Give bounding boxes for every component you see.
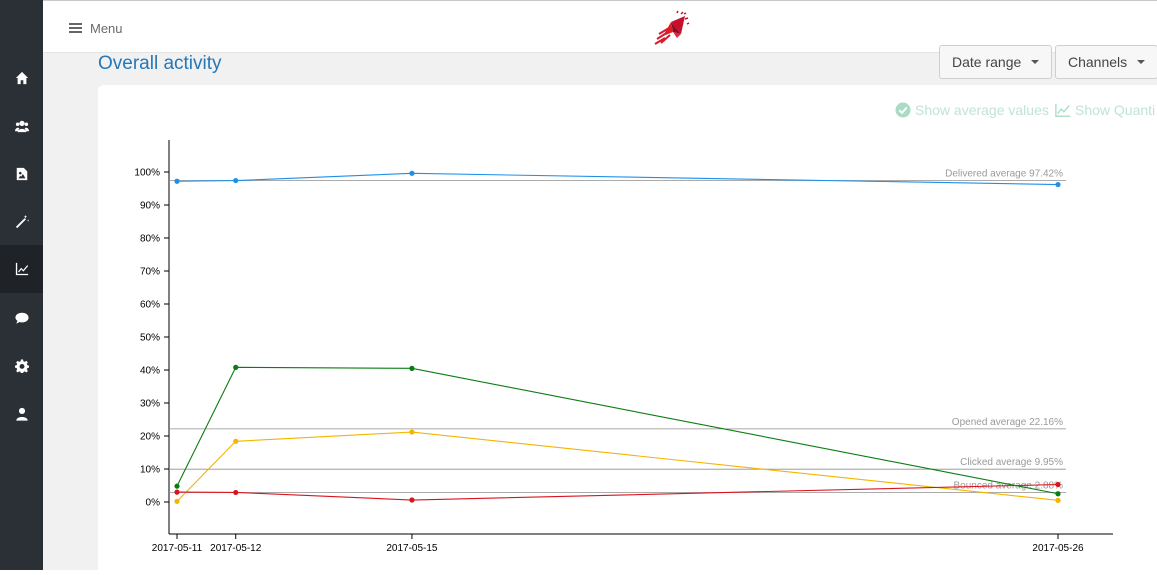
home-icon (15, 71, 28, 85)
sidebar (0, 0, 43, 570)
sidebar-item-home[interactable] (0, 54, 43, 102)
sidebar-item-reports[interactable] (0, 245, 43, 293)
menu-label: Menu (90, 20, 123, 36)
sidebar-item-media[interactable] (0, 150, 43, 198)
data-point-clicked (1055, 491, 1061, 497)
series-line-clicked (176, 366, 1059, 495)
data-point-opened (174, 498, 180, 504)
y-tick-label: 40% (140, 366, 160, 377)
data-point-opened (409, 429, 415, 435)
menu-toggle-button[interactable]: Menu (69, 19, 123, 37)
sidebar-item-settings[interactable] (0, 342, 43, 390)
line-chart-icon (1055, 103, 1071, 117)
sidebar-item-profile[interactable] (0, 390, 43, 438)
sidebar-item-messages[interactable] (0, 294, 43, 342)
data-point-opened (1055, 497, 1061, 503)
series-line-opened (176, 431, 1059, 502)
average-label-delivered: Delivered average 97.42% (945, 169, 1063, 180)
page-title: Overall activity (98, 53, 222, 74)
hamburger-icon (69, 23, 82, 33)
image-file-icon (16, 167, 27, 181)
data-point-bounced (409, 497, 415, 503)
sidebar-item-wizard[interactable] (0, 198, 43, 246)
y-tick-label: 10% (140, 465, 160, 476)
caret-down-icon (1031, 60, 1040, 64)
average-label-opened: Opened average 22.16% (952, 417, 1063, 428)
data-point-delivered (1055, 181, 1061, 188)
check-circle-icon (895, 102, 911, 118)
sidebar-item-users[interactable] (0, 102, 43, 150)
caret-down-icon (1137, 60, 1146, 64)
data-point-clicked (174, 483, 180, 489)
y-tick-label: 90% (140, 201, 160, 212)
date-range-dropdown[interactable]: Date range (939, 45, 1053, 79)
show-average-toggle[interactable]: Show average values (895, 102, 1049, 118)
data-point-delivered (174, 178, 180, 184)
show-quantity-label: Show Quanti (1075, 102, 1156, 118)
data-point-clicked (409, 365, 415, 371)
x-tick-label: 2017-05-26 (1032, 543, 1084, 554)
line-chart-icon (15, 262, 28, 276)
data-point-bounced (174, 489, 180, 495)
x-tick-label: 2017-05-11 (152, 543, 203, 554)
x-tick-label: 2017-05-12 (210, 543, 262, 554)
show-average-label: Show average values (915, 102, 1049, 118)
users-icon (14, 120, 29, 133)
top-header: Menu (43, 0, 1157, 53)
rocket-envelope-logo[interactable] (651, 10, 691, 50)
y-tick-label: 50% (140, 333, 160, 344)
data-point-opened (233, 438, 239, 444)
y-tick-label: 20% (140, 432, 160, 443)
average-label-clicked: Clicked average 9.95% (960, 457, 1063, 468)
series-line-delivered (176, 172, 1059, 186)
y-tick-label: 80% (140, 234, 160, 245)
y-tick-label: 100% (134, 168, 160, 179)
date-range-label: Date range (952, 54, 1022, 70)
channels-label: Channels (1068, 54, 1128, 70)
data-point-clicked (233, 364, 239, 370)
channels-dropdown[interactable]: Channels (1055, 45, 1157, 79)
series-line-bounced (176, 483, 1059, 501)
data-point-delivered (233, 177, 239, 184)
y-tick-label: 0% (146, 498, 161, 509)
y-tick-label: 70% (140, 267, 160, 278)
magic-wand-icon (15, 215, 29, 229)
x-tick-label: 2017-05-15 (386, 543, 438, 554)
main-content: Overall activity Date range Channels Sho… (43, 45, 1157, 575)
data-point-bounced (1055, 481, 1061, 488)
activity-chart-card: Show average values Show Quanti 0% 10% 20%… (98, 85, 1157, 575)
y-tick-label: 30% (140, 399, 160, 410)
activity-line-chart: 0% 10% 20% 30% 40% 50% 60% 70% 80% 90% 100% 2017-05… (134, 140, 1113, 554)
gear-icon (14, 359, 29, 373)
data-point-delivered (409, 170, 415, 176)
y-tick-label: 60% (140, 300, 160, 311)
user-icon (15, 407, 28, 421)
data-point-bounced (233, 489, 239, 496)
show-quantity-toggle[interactable]: Show Quanti (1055, 102, 1155, 118)
chat-bubble-icon (14, 312, 29, 324)
